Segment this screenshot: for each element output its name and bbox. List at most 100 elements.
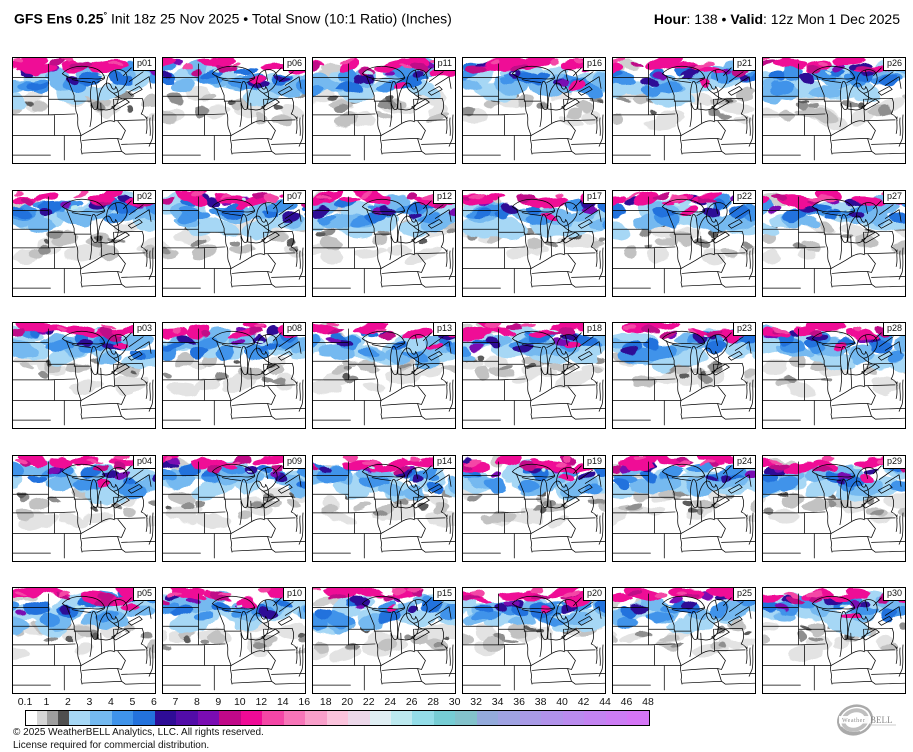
ensemble-panel-p12: p12 <box>312 190 456 297</box>
colorbar-tick: 3 <box>87 696 93 708</box>
ensemble-map <box>613 323 755 428</box>
ensemble-map <box>13 456 155 561</box>
ensemble-map <box>463 191 605 296</box>
colorbar-segment <box>305 711 326 725</box>
ensemble-panel-p28: p28 <box>762 322 906 429</box>
panel-label: p18 <box>583 323 605 336</box>
ensemble-panel-p08: p08 <box>162 322 306 429</box>
ensemble-map <box>763 588 905 693</box>
colorbar-tick: 34 <box>492 696 504 708</box>
colorbar-tick: 46 <box>621 696 633 708</box>
ensemble-panel-p23: p23 <box>612 322 756 429</box>
panel-label: p12 <box>433 191 455 204</box>
ensemble-map <box>463 588 605 693</box>
panel-label: p22 <box>733 191 755 204</box>
colorbar-tick: 42 <box>578 696 590 708</box>
ensemble-panel-p21: p21 <box>612 57 756 164</box>
colorbar-tick: 2 <box>65 696 71 708</box>
colorbar-segment <box>262 711 283 725</box>
ensemble-panel-p13: p13 <box>312 322 456 429</box>
panel-label: p10 <box>283 588 305 601</box>
colorbar-segment <box>47 711 58 725</box>
ensemble-map <box>313 58 455 163</box>
colorbar-tick: 36 <box>513 696 525 708</box>
panel-label: p28 <box>883 323 905 336</box>
panel-label: p17 <box>583 191 605 204</box>
colorbar-tick: 4 <box>108 696 114 708</box>
panel-label: p03 <box>133 323 155 336</box>
colorbar-tick: 30 <box>449 696 461 708</box>
colorbar-tick: 8 <box>194 696 200 708</box>
ensemble-map <box>13 58 155 163</box>
ensemble-map <box>763 323 905 428</box>
colorbar-segment <box>58 711 69 725</box>
ensemble-map <box>163 58 305 163</box>
colorbar-segment <box>563 711 584 725</box>
panel-label: p11 <box>434 58 455 71</box>
ensemble-map <box>763 456 905 561</box>
ensemble-panel-p20: p20 <box>462 587 606 694</box>
copyright-line-2: License required for commercial distribu… <box>13 739 264 752</box>
colorbar-tick: 28 <box>427 696 439 708</box>
panel-label: p26 <box>883 58 905 71</box>
colorbar-segment <box>69 711 90 725</box>
panel-label: p02 <box>133 191 155 204</box>
colorbar-tick: 38 <box>535 696 547 708</box>
colorbar-segment <box>176 711 197 725</box>
panel-label: p30 <box>883 588 905 601</box>
panel-label: p14 <box>433 456 455 469</box>
colorbar-segment <box>498 711 519 725</box>
hour-value: : 138 • <box>687 11 731 27</box>
colorbar-segment <box>241 711 262 725</box>
colorbar-tick: 1 <box>44 696 50 708</box>
colorbar-segment <box>90 711 111 725</box>
ensemble-panel-p27: p27 <box>762 190 906 297</box>
ensemble-map <box>163 323 305 428</box>
ensemble-panel-p09: p09 <box>162 455 306 562</box>
colorbar-tick: 24 <box>384 696 396 708</box>
logo-text-weather: Weather <box>842 718 865 724</box>
panel-label: p27 <box>883 191 905 204</box>
hour-label: Hour <box>654 11 687 27</box>
colorbar-tick: 22 <box>363 696 375 708</box>
colorbar-segment <box>155 711 176 725</box>
ensemble-map <box>163 191 305 296</box>
model-name: GFS Ens 0.25 <box>14 11 103 27</box>
ensemble-panel-p04: p04 <box>12 455 156 562</box>
ensemble-map <box>13 588 155 693</box>
colorbar-tick: 40 <box>556 696 568 708</box>
ensemble-panel-p17: p17 <box>462 190 606 297</box>
colorbar-tick: 7 <box>172 696 178 708</box>
panel-label: p23 <box>733 323 755 336</box>
ensemble-panel-p14: p14 <box>312 455 456 562</box>
colorbar-segment <box>284 711 305 725</box>
colorbar-segment <box>112 711 133 725</box>
chart-title: GFS Ens 0.25° Init 18z 25 Nov 2025 • Tot… <box>14 10 452 27</box>
colorbar-tick: 9 <box>215 696 221 708</box>
colorbar-tick: 44 <box>599 696 611 708</box>
ensemble-map <box>463 323 605 428</box>
colorbar-tick: 0.1 <box>18 696 33 708</box>
ensemble-map <box>763 191 905 296</box>
ensemble-map <box>163 588 305 693</box>
colorbar-segment <box>219 711 240 725</box>
ensemble-panel-p07: p07 <box>162 190 306 297</box>
ensemble-panel-p29: p29 <box>762 455 906 562</box>
colorbar-tick: 48 <box>642 696 654 708</box>
panel-label: p09 <box>283 456 305 469</box>
colorbar-segment <box>455 711 476 725</box>
colorbar-tick: 18 <box>320 696 332 708</box>
colorbar-tick: 16 <box>298 696 310 708</box>
colorbar-segment <box>477 711 498 725</box>
colorbar-tick: 5 <box>129 696 135 708</box>
ensemble-map <box>313 588 455 693</box>
colorbar-tick: 20 <box>341 696 353 708</box>
ensemble-panel-p18: p18 <box>462 322 606 429</box>
colorbar-segment <box>412 711 433 725</box>
ensemble-panel-p22: p22 <box>612 190 756 297</box>
ensemble-map <box>13 323 155 428</box>
ensemble-panel-p25: p25 <box>612 587 756 694</box>
ensemble-panel-p19: p19 <box>462 455 606 562</box>
colorbar <box>25 710 650 726</box>
ensemble-panel-p11: p11 <box>312 57 456 164</box>
